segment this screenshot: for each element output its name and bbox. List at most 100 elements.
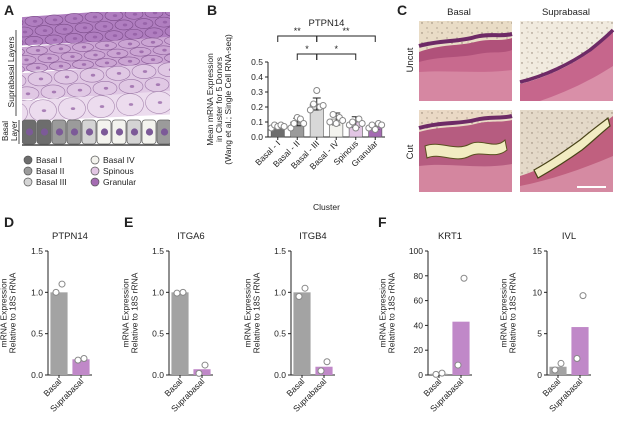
cell (94, 21, 114, 32)
y-tick-label: 0.0 (274, 370, 286, 380)
cell-nucleus (132, 12, 138, 16)
data-point (52, 288, 60, 296)
row-cut-label: Cut (405, 144, 416, 159)
cell-nucleus (142, 22, 148, 25)
y-axis-label: mRNA Expression (499, 278, 509, 347)
cell (124, 12, 144, 20)
data-point (557, 359, 565, 367)
cell-nucleus (13, 21, 17, 24)
micrograph-uncut-suprabasal (519, 21, 615, 101)
cell-nucleus (81, 45, 87, 49)
cell (53, 69, 79, 85)
cell-nucleus (35, 66, 41, 70)
cell (152, 45, 170, 55)
y-tick-label: 100 (409, 246, 423, 256)
cell-nucleus (24, 58, 29, 62)
legend-swatch (23, 155, 33, 165)
cell (157, 62, 170, 78)
cell (141, 37, 163, 47)
cell-nucleus (52, 18, 58, 22)
cell (37, 53, 60, 63)
cell-nucleus (72, 17, 78, 20)
significance-label: * (305, 44, 309, 54)
cell-nucleus (35, 49, 41, 52)
cell (164, 12, 170, 17)
cell-nucleus (104, 61, 110, 65)
y-tick-label: 0.2 (251, 102, 263, 112)
data-point (301, 284, 309, 292)
y-axis-label: mRNA Expression (243, 278, 253, 347)
y-tick-label: 1.0 (31, 287, 43, 297)
cell (22, 55, 37, 65)
cell (22, 66, 25, 73)
cell-nucleus (22, 30, 28, 34)
data-point (306, 106, 314, 114)
cell-nucleus (174, 57, 178, 60)
cell (104, 12, 124, 21)
cell-nucleus (103, 86, 109, 90)
chart-d: PTPN14 0.0 0.5 1.0 1.5 mRNA Expression Relativ… (0, 231, 92, 414)
legend-swatch (90, 177, 100, 187)
legend-label: Granular (103, 177, 136, 187)
data-point (58, 280, 66, 288)
row-uncut-label: Uncut (405, 47, 416, 72)
cell (83, 50, 106, 60)
cell-nucleus (173, 30, 177, 33)
y-tick-label: 0.5 (274, 329, 286, 339)
cell (49, 44, 71, 54)
y-axis-label: mRNA Expression (121, 278, 131, 347)
significance-label: ** (294, 26, 302, 36)
y-axis-label: Relative to 18S rRNA (252, 272, 262, 353)
cell-nucleus (155, 83, 161, 87)
data-point (329, 111, 337, 118)
cell-nucleus (64, 75, 70, 79)
bar (293, 292, 311, 375)
legend-swatch (90, 166, 100, 176)
y-tick-label: 1.5 (31, 246, 43, 256)
cell (72, 42, 94, 52)
y-tick-label: 1.0 (152, 287, 164, 297)
cell-nucleus (93, 53, 98, 57)
cell-nucleus (82, 26, 88, 30)
cell-nucleus (25, 92, 31, 96)
y-tick-label: 1.5 (274, 246, 286, 256)
cell-nucleus (127, 59, 133, 63)
col-basal-label: Basal (447, 7, 471, 18)
y-tick-label: 0.5 (152, 329, 164, 339)
y-axis-label: (Wang et al.; Single Cell RNA-seq) (223, 34, 233, 165)
bar (571, 327, 589, 375)
cell-nucleus (112, 34, 118, 38)
panel-a-letter: A (4, 2, 14, 18)
cell (105, 66, 131, 81)
micrograph-uncut-basal (418, 21, 513, 101)
data-point (317, 367, 325, 375)
cell-nucleus (132, 32, 138, 36)
y-axis-label: Relative to 18S rRNA (508, 272, 518, 353)
basal-cell-nucleus (130, 128, 139, 136)
col-suprabasal-label: Suprabasal (542, 7, 590, 18)
y-tick-label: 0.0 (152, 370, 164, 380)
cell-nucleus (62, 27, 68, 31)
cell (118, 39, 140, 49)
data-point (195, 369, 203, 377)
data-point (80, 354, 88, 362)
basal-cell-nucleus (70, 128, 79, 136)
y-tick-label: 0.5 (31, 329, 43, 339)
epidermis-layer (22, 62, 170, 100)
cell (22, 40, 24, 46)
data-point (313, 87, 321, 94)
legend-swatch (23, 166, 33, 176)
cell-nucleus (13, 111, 17, 114)
cell (164, 36, 170, 45)
legend-swatch (90, 155, 100, 165)
cell-nucleus (72, 37, 78, 40)
basal-cell-nucleus (55, 128, 64, 136)
cell-nucleus (104, 44, 110, 47)
cell (22, 26, 34, 38)
cell-nucleus (142, 70, 148, 73)
legend-label: Basal III (36, 177, 67, 187)
significance-bracket (316, 53, 357, 60)
panel-e-letter: E (124, 214, 133, 230)
micrograph-cut-basal (418, 110, 513, 192)
cell-nucleus (47, 56, 52, 60)
